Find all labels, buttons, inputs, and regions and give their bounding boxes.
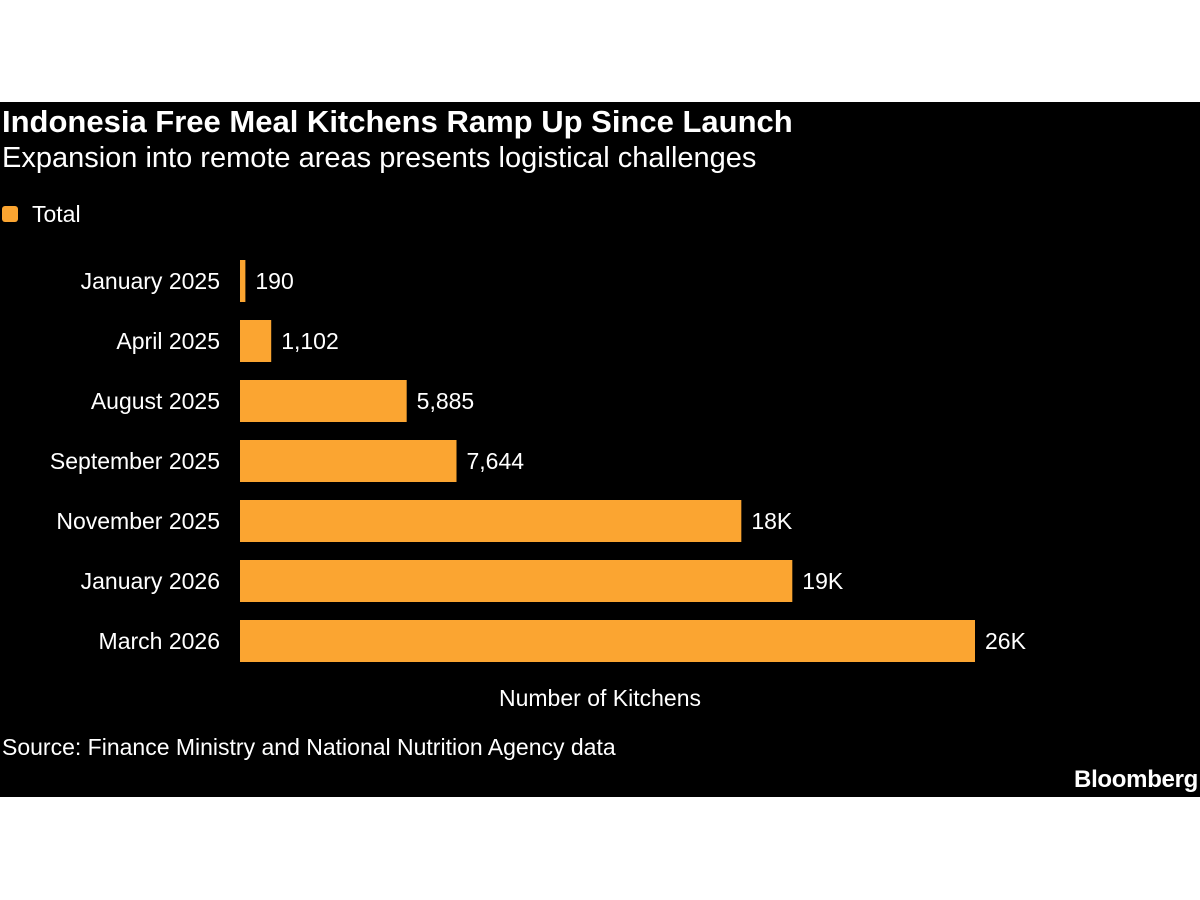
category-label: August 2025 — [91, 388, 220, 414]
data-label: 26K — [985, 628, 1027, 654]
category-label: September 2025 — [50, 448, 220, 474]
data-label: 7,644 — [467, 448, 525, 474]
chart-title: Indonesia Free Meal Kitchens Ramp Up Sin… — [2, 104, 793, 139]
legend-label-total: Total — [32, 200, 81, 227]
x-axis-label: Number of Kitchens — [499, 685, 701, 711]
data-label: 190 — [255, 268, 293, 294]
legend-swatch-total — [2, 206, 18, 222]
category-label: March 2026 — [99, 628, 220, 654]
category-label: November 2025 — [56, 508, 220, 534]
bar — [240, 500, 742, 542]
data-label: 19K — [802, 568, 844, 594]
bar — [240, 380, 407, 422]
source-note: Source: Finance Ministry and National Nu… — [2, 734, 616, 760]
bar — [240, 440, 457, 482]
category-label: April 2025 — [116, 328, 220, 354]
bar — [240, 620, 975, 662]
bar — [240, 260, 246, 302]
category-label: January 2025 — [81, 268, 220, 294]
data-label: 18K — [751, 508, 793, 534]
bloomberg-logo: Bloomberg — [1074, 766, 1198, 793]
bar-chart: January 2025 190 April 2025 1,102 August 202… — [50, 260, 1027, 711]
data-label: 5,885 — [417, 388, 475, 414]
chart-panel: Indonesia Free Meal Kitchens Ramp Up Sin… — [0, 102, 1200, 797]
bar — [240, 320, 272, 362]
category-label: January 2026 — [81, 568, 220, 594]
bar — [240, 560, 793, 602]
data-label: 1,102 — [281, 328, 339, 354]
legend: Total — [2, 200, 81, 228]
chart-subtitle: Expansion into remote areas presents log… — [2, 142, 757, 174]
